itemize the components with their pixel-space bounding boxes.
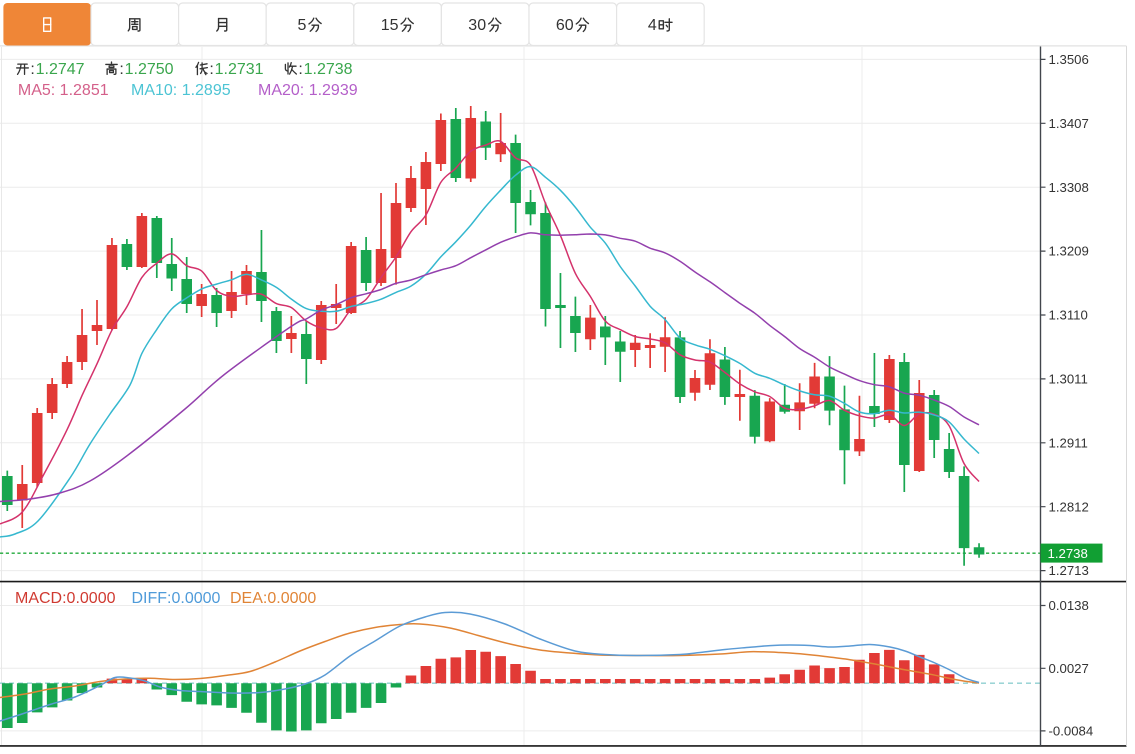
svg-text:1.3011: 1.3011 [1049, 372, 1088, 387]
svg-text:MA5: 1.2851: MA5: 1.2851 [18, 82, 109, 99]
svg-text:1.3209: 1.3209 [1049, 244, 1089, 259]
svg-text:1.2911: 1.2911 [1049, 435, 1088, 450]
svg-text:1.2738: 1.2738 [304, 61, 353, 78]
svg-text:MACD:0.0000: MACD:0.0000 [15, 590, 116, 607]
svg-text:1.2731: 1.2731 [215, 61, 264, 78]
svg-text:0.0138: 0.0138 [1049, 598, 1089, 613]
svg-text:60: 60 [556, 17, 574, 34]
svg-text:1.3308: 1.3308 [1049, 180, 1089, 195]
svg-text::: : [30, 61, 34, 78]
svg-text:1.2747: 1.2747 [36, 61, 85, 78]
svg-text:1.2713: 1.2713 [1049, 563, 1089, 578]
svg-text:MA10: 1.2895: MA10: 1.2895 [131, 82, 231, 99]
svg-text:4: 4 [648, 17, 657, 34]
svg-text:1.2750: 1.2750 [125, 61, 174, 78]
svg-text:MA20: 1.2939: MA20: 1.2939 [258, 82, 358, 99]
svg-text:5: 5 [298, 17, 307, 34]
svg-text:1.3110: 1.3110 [1049, 308, 1088, 323]
svg-text::: : [209, 61, 213, 78]
svg-text:15: 15 [381, 17, 399, 34]
svg-text:DIFF:0.0000: DIFF:0.0000 [132, 590, 221, 607]
svg-text:1.2812: 1.2812 [1049, 499, 1089, 514]
svg-text:30: 30 [468, 17, 486, 34]
svg-text:0.0027: 0.0027 [1049, 661, 1089, 676]
svg-text::: : [119, 61, 123, 78]
svg-text::: : [298, 61, 302, 78]
svg-text:1.2738: 1.2738 [1048, 546, 1088, 561]
svg-text:DEA:0.0000: DEA:0.0000 [230, 590, 316, 607]
svg-text:-0.0084: -0.0084 [1049, 724, 1094, 739]
svg-text:1.3506: 1.3506 [1049, 52, 1089, 67]
svg-text:1.3407: 1.3407 [1049, 116, 1089, 131]
